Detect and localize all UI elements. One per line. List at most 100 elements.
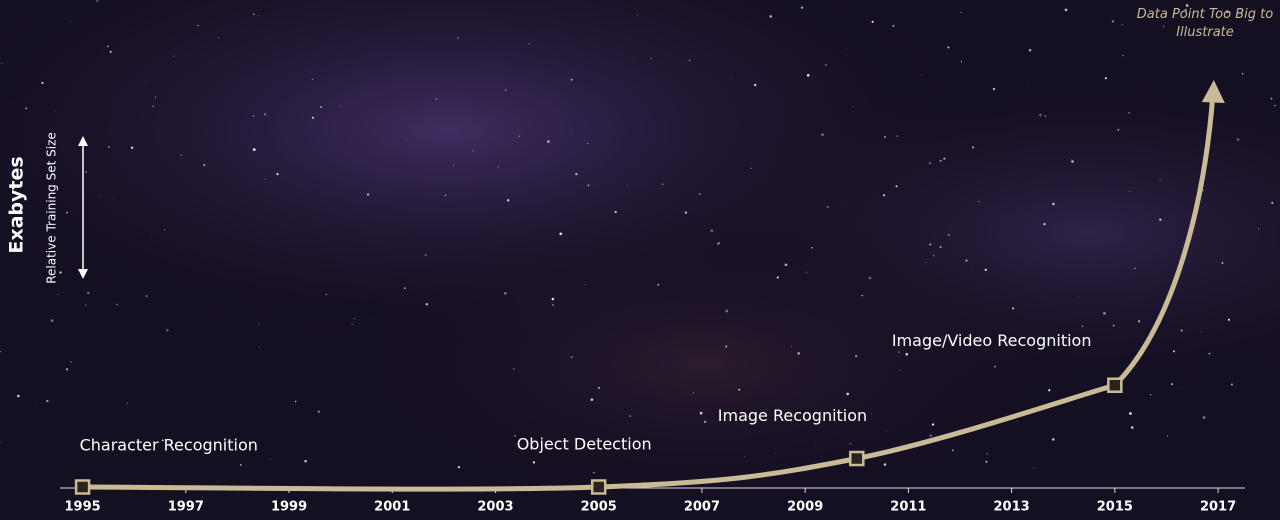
star [587, 184, 590, 187]
star [1138, 320, 1141, 323]
x-tick-label: 2013 [994, 500, 1030, 515]
star [947, 233, 950, 236]
star [50, 319, 54, 323]
growth-arrow [1113, 94, 1216, 388]
x-tick-label: 2001 [374, 500, 410, 515]
star [1, 62, 3, 64]
star [1016, 420, 1018, 422]
star [311, 78, 313, 81]
star [1121, 24, 1123, 26]
star [826, 206, 829, 208]
star [1221, 262, 1224, 264]
star [632, 58, 634, 59]
star [943, 157, 946, 160]
star [1159, 218, 1162, 221]
star [637, 15, 639, 17]
star [939, 159, 942, 162]
star [320, 106, 323, 109]
x-tick-label: 2003 [477, 500, 513, 515]
annotation: Data Point Too Big to Illustrate [1136, 7, 1274, 40]
star [1071, 160, 1074, 163]
x-tick-label: 1995 [64, 500, 100, 515]
star [868, 276, 872, 280]
star [627, 185, 629, 187]
star [657, 283, 660, 286]
star [784, 263, 788, 267]
star [994, 365, 996, 368]
star [1220, 34, 1222, 36]
star [57, 293, 59, 295]
star [1221, 26, 1223, 28]
x-tick-label: 2009 [787, 500, 823, 515]
point-label: Image Recognition [718, 406, 867, 425]
star [1274, 104, 1277, 107]
star [252, 148, 256, 152]
star [1111, 20, 1115, 23]
star [46, 399, 49, 403]
star [325, 293, 328, 296]
star [217, 36, 219, 39]
star [1149, 393, 1152, 396]
star [166, 328, 169, 332]
star [1027, 81, 1028, 83]
star [883, 135, 886, 139]
star [920, 73, 922, 75]
star [871, 20, 874, 23]
star [650, 58, 652, 60]
star [1064, 8, 1068, 12]
star [571, 131, 572, 133]
star [154, 96, 157, 99]
star [1270, 97, 1273, 100]
star [984, 268, 987, 272]
star [738, 388, 741, 391]
star [551, 297, 555, 301]
star [85, 171, 87, 173]
star [126, 402, 128, 404]
star [452, 164, 454, 166]
star [587, 142, 589, 144]
star [688, 59, 691, 62]
star [444, 194, 447, 197]
star [1052, 202, 1055, 206]
star [821, 133, 824, 137]
star [1217, 18, 1219, 19]
star [107, 145, 110, 148]
star [1202, 416, 1206, 419]
star [886, 430, 888, 432]
star [161, 439, 164, 442]
star [892, 24, 895, 27]
x-tick-label: 1999 [271, 500, 307, 515]
star [59, 271, 62, 274]
star [753, 83, 757, 87]
star [898, 351, 901, 354]
star [882, 194, 886, 197]
star [986, 453, 989, 455]
star [264, 178, 266, 180]
star [925, 261, 927, 263]
star [54, 110, 55, 112]
star [972, 146, 975, 149]
star [17, 394, 20, 398]
star [692, 392, 695, 394]
star [130, 146, 134, 149]
star [145, 294, 148, 298]
star [939, 246, 942, 248]
star [1078, 296, 1080, 298]
star [1134, 267, 1136, 269]
star [928, 162, 932, 165]
star [507, 199, 510, 202]
star [1048, 389, 1051, 392]
star [1159, 178, 1161, 181]
star [1170, 383, 1173, 386]
star [960, 60, 963, 63]
series-line [82, 382, 1116, 492]
point-label: Character Recognition [80, 436, 258, 455]
star [717, 242, 720, 245]
star [70, 20, 71, 22]
star [800, 6, 804, 9]
star [372, 317, 373, 318]
star [25, 107, 27, 110]
star [597, 386, 601, 389]
star [797, 352, 800, 355]
star [1103, 311, 1106, 315]
